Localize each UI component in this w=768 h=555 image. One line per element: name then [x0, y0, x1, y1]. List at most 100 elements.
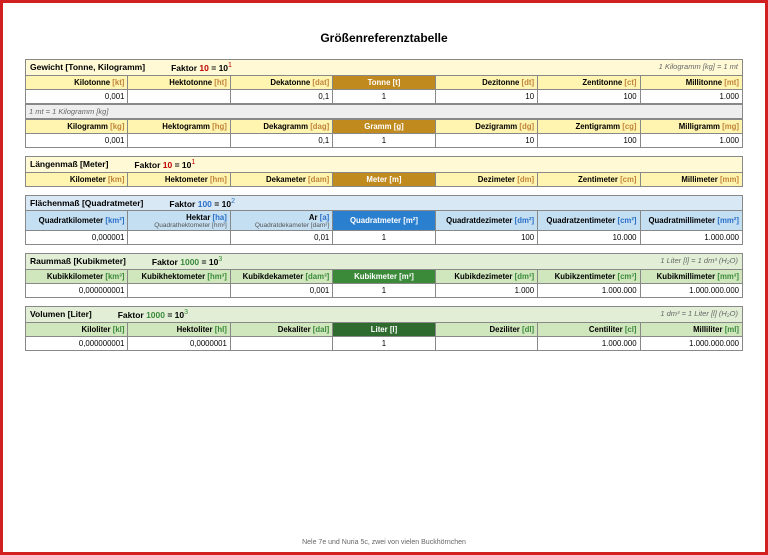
- value-cell: 100: [435, 231, 537, 245]
- unit-header: Dekagramm [dag]: [230, 119, 332, 133]
- unit-header: Hektogramm [hg]: [128, 119, 230, 133]
- value-cell: 0,000000001: [26, 337, 128, 351]
- factor-number: 1000: [180, 257, 199, 267]
- section-name: Längenmaß [Meter]: [30, 159, 108, 170]
- value-cell: 1: [333, 89, 435, 103]
- value-cell: 1.000.000.000: [640, 337, 742, 351]
- side-note: 1 dm³ = 1 Liter [l] (H₂O): [660, 309, 738, 320]
- section-name: Flächenmaß [Quadratmeter]: [30, 198, 143, 209]
- section-name: Volumen [Liter]: [30, 309, 92, 320]
- unit-header: Kiloliter [kl]: [26, 323, 128, 337]
- unit-table: Kilotonne [kt]Hektotonne [ht]Dekatonne […: [25, 75, 743, 104]
- section: Raummaß [Kubikmeter] Faktor 1000 = 103 1 L…: [25, 253, 743, 298]
- factor-label: Faktor 1000 = 103: [152, 256, 222, 267]
- unit-header: Liter [l]: [333, 323, 435, 337]
- value-cell: 1: [333, 284, 435, 298]
- unit-header: Tonne [t]: [333, 75, 435, 89]
- unit-header: Hektometer [hm]: [128, 172, 230, 186]
- section-title: Gewicht [Tonne, Kilogramm] Faktor 10 = 10…: [25, 59, 743, 75]
- factor-number: 10: [163, 160, 172, 170]
- value-cell: [435, 337, 537, 351]
- value-cell: [128, 133, 230, 147]
- note-table: 1 mt = 1 Kilogramm [kg]: [25, 104, 743, 119]
- value-cell: 10: [435, 133, 537, 147]
- unit-header: Ar [a]Quadratdekameter [dam²]: [230, 211, 332, 231]
- unit-header: Meter [m]: [333, 172, 435, 186]
- value-cell: 1.000: [640, 133, 742, 147]
- section-title: Raummaß [Kubikmeter] Faktor 1000 = 103 1 L…: [25, 253, 743, 269]
- section-name: Raummaß [Kubikmeter]: [30, 256, 126, 267]
- unit-table: Kiloliter [kl]Hektoliter [hl]Dekaliter […: [25, 322, 743, 351]
- factor-label: Faktor 10 = 101: [134, 159, 195, 170]
- unit-header: Hektar [ha]Quadrathektometer [hm²]: [128, 211, 230, 231]
- value-cell: 1.000.000: [538, 284, 640, 298]
- value-cell: 0,0000001: [128, 337, 230, 351]
- unit-header: Quadratdezimeter [dm²]: [435, 211, 537, 231]
- value-cell: 10.000: [538, 231, 640, 245]
- section-title: Volumen [Liter] Faktor 1000 = 103 1 dm³ = …: [25, 306, 743, 322]
- unit-table: Kubikkilometer [km³]Kubikhektometer [hm³…: [25, 269, 743, 298]
- factor-label: Faktor 1000 = 103: [118, 309, 188, 320]
- value-cell: 1.000: [435, 284, 537, 298]
- value-cell: 0,001: [26, 133, 128, 147]
- section-title: Flächenmaß [Quadratmeter] Faktor 100 = 10…: [25, 195, 743, 211]
- unit-header: Kubikdezimeter [dm³]: [435, 270, 537, 284]
- unit-header: Dekameter [dam]: [230, 172, 332, 186]
- unit-header: Dezigramm [dg]: [435, 119, 537, 133]
- unit-header: Zentitonne [ct]: [538, 75, 640, 89]
- unit-header: Dezimeter [dm]: [435, 172, 537, 186]
- side-note: 1 Liter [l] = 1 dm³ (H₂O): [660, 256, 738, 267]
- sections-container: Gewicht [Tonne, Kilogramm] Faktor 10 = 10…: [25, 59, 743, 351]
- unit-header: Dezitonne [dt]: [435, 75, 537, 89]
- unit-header: Zentigramm [cg]: [538, 119, 640, 133]
- value-cell: [230, 337, 332, 351]
- value-cell: 1.000: [640, 89, 742, 103]
- value-cell: 100: [538, 89, 640, 103]
- unit-header: Kubikmeter [m³]: [333, 270, 435, 284]
- unit-header: Gramm [g]: [333, 119, 435, 133]
- value-cell: 100: [538, 133, 640, 147]
- unit-header: Quadratkilometer [km²]: [26, 211, 128, 231]
- unit-header: Hektoliter [hl]: [128, 323, 230, 337]
- unit-header: Dekatonne [dat]: [230, 75, 332, 89]
- unit-header: Kubikkilometer [km³]: [26, 270, 128, 284]
- section: Gewicht [Tonne, Kilogramm] Faktor 10 = 10…: [25, 59, 743, 148]
- unit-table: Quadratkilometer [km²]Hektar [ha]Quadrat…: [25, 210, 743, 245]
- factor-label: Faktor 100 = 102: [169, 198, 235, 209]
- unit-header: Quadratzentimeter [cm²]: [538, 211, 640, 231]
- unit-header: Quadratmillimeter [mm²]: [640, 211, 742, 231]
- section: Volumen [Liter] Faktor 1000 = 103 1 dm³ = …: [25, 306, 743, 351]
- unit-header: Kilogramm [kg]: [26, 119, 128, 133]
- unit-header: Kubikzentimeter [cm³]: [538, 270, 640, 284]
- value-cell: 1: [333, 337, 435, 351]
- value-cell: 1.000.000: [640, 231, 742, 245]
- unit-header: Millimeter [mm]: [640, 172, 742, 186]
- unit-header: Centiliter [cl]: [538, 323, 640, 337]
- value-cell: 1.000.000.000: [640, 284, 742, 298]
- value-cell: 0,1: [230, 133, 332, 147]
- factor-number: 100: [198, 198, 212, 208]
- factor-label: Faktor 10 = 101: [171, 62, 232, 73]
- value-cell: 0,01: [230, 231, 332, 245]
- value-cell: 10: [435, 89, 537, 103]
- unit-header: Milligramm [mg]: [640, 119, 742, 133]
- unit-header: Hektotonne [ht]: [128, 75, 230, 89]
- unit-header: Kilometer [km]: [26, 172, 128, 186]
- value-cell: 0,1: [230, 89, 332, 103]
- unit-table: Kilometer [km]Hektometer [hm]Dekameter […: [25, 172, 743, 187]
- factor-number: 10: [199, 63, 208, 73]
- unit-header: Kubikmillimeter [mm³]: [640, 270, 742, 284]
- note-cell: 1 mt = 1 Kilogramm [kg]: [26, 104, 743, 118]
- value-cell: 0,001: [26, 89, 128, 103]
- footer-text: Nele 7e und Nuria 5c, zwei von vielen Bu…: [3, 539, 765, 546]
- section-name: Gewicht [Tonne, Kilogramm]: [30, 62, 145, 73]
- value-cell: 1: [333, 133, 435, 147]
- unit-header: Kubikhektometer [hm³]: [128, 270, 230, 284]
- unit-header: Kubikdekameter [dam³]: [230, 270, 332, 284]
- section: Flächenmaß [Quadratmeter] Faktor 100 = 10…: [25, 195, 743, 246]
- unit-header: Quadratmeter [m²]: [333, 211, 435, 231]
- page-title: Größenreferenztabelle: [25, 31, 743, 45]
- unit-header: Dekaliter [dal]: [230, 323, 332, 337]
- factor-number: 1000: [146, 310, 165, 320]
- unit-header: Milliliter [ml]: [640, 323, 742, 337]
